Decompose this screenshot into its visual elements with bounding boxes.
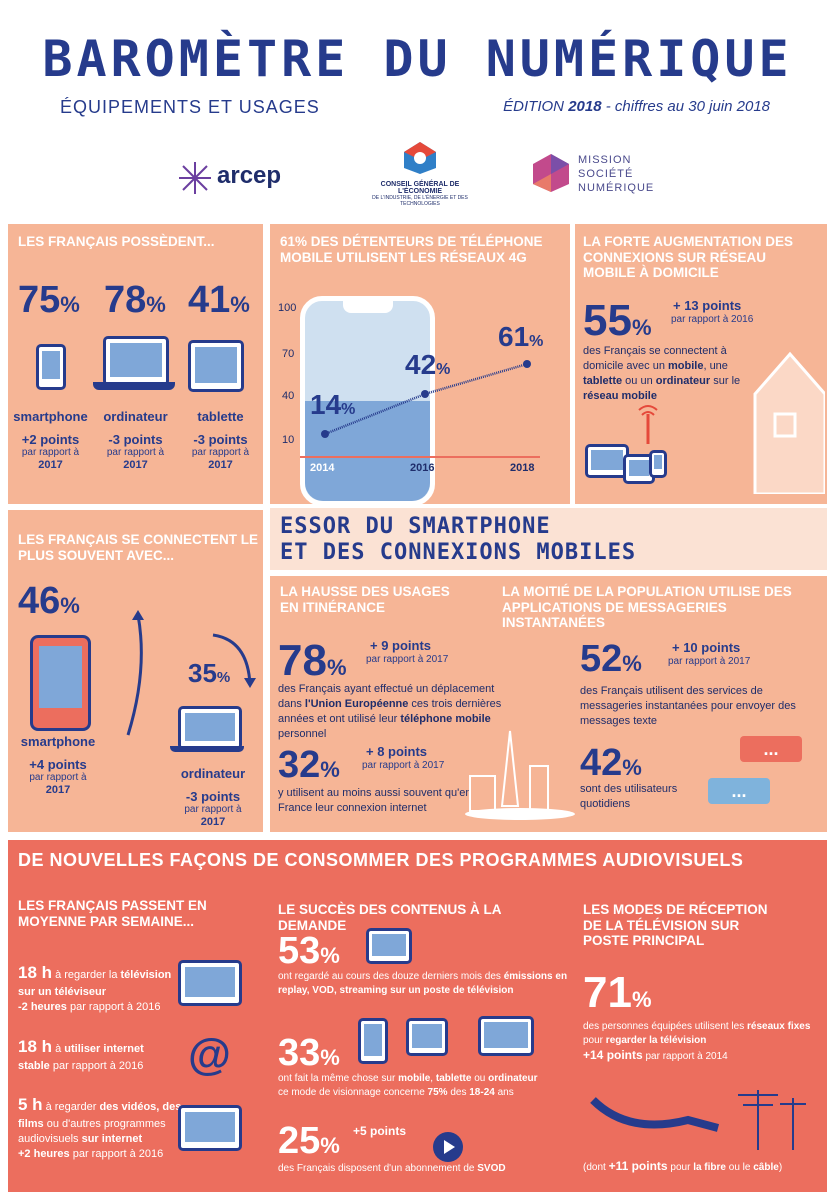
panel-usages: LA HAUSSE DES USAGES EN ITINÉRANCE LA MO…	[270, 576, 827, 832]
city-skyline-icon	[465, 730, 575, 820]
laptop-icon	[103, 336, 169, 386]
msn-logo: MISSION SOCIÉTÉ NUMÉRIQUE	[530, 152, 653, 199]
essor-banner: ESSOR DU SMARTPHONE ET DES CONNEXIONS MO…	[270, 508, 827, 570]
trend-line	[321, 360, 531, 438]
tick-40: 40	[282, 390, 295, 402]
panel-audiovisuel: DE NOUVELLES FAÇONS DE CONSOMMER DES PRO…	[8, 840, 827, 1192]
panel-domicile: LA FORTE AUGMENTATION DES CONNEXIONS SUR…	[575, 224, 827, 504]
stat-messagerie-52: 52%	[580, 638, 642, 680]
smartphone-large-icon	[30, 635, 91, 731]
cge-cube-icon	[404, 142, 436, 174]
point-2018	[523, 360, 531, 368]
msn-hexagon-icon	[533, 154, 569, 192]
stat-messagerie-42: 42%	[580, 742, 642, 784]
phone-illustration	[300, 296, 435, 506]
value-2016: 42%	[405, 349, 451, 380]
stat-connect-ordinateur: 35%	[188, 658, 231, 688]
stat-itinerance-32: 32%	[278, 744, 340, 786]
stat-mobile-33: 33%	[278, 1032, 340, 1074]
video-screen-icon	[178, 1105, 242, 1151]
value-2014: 14%	[310, 389, 356, 420]
audiovisuel-heading: DE NOUVELLES FAÇONS DE CONSOMMER DES PRO…	[18, 850, 744, 870]
tick-10: 10	[282, 434, 295, 446]
arrow-down-icon	[212, 633, 256, 688]
possedent-ordinateur: ordinateur -3 points par rapport à 2017	[103, 409, 168, 471]
laptop-play-icon	[478, 1016, 534, 1056]
tablet-play-icon	[406, 1018, 448, 1056]
cable-antenna-icon	[590, 1090, 806, 1150]
semaine-tv: 18 h à regarder la télévision sur un tél…	[18, 963, 172, 1013]
stat-itinerance-78: 78%	[278, 636, 347, 685]
reception-text: des personnes équipées utilisent les rés…	[583, 1021, 811, 1062]
stat-smartphone-owned: 75%	[18, 279, 80, 321]
page-subtitle: ÉQUIPEMENTS ET USAGES	[60, 97, 320, 117]
replay-text: ont regardé au cours des douze derniers …	[278, 971, 568, 996]
possedent-tablette: tablette -3 points par rapport à 2017	[191, 409, 250, 471]
tv-small-icon	[366, 928, 412, 964]
arcep-logo: arcep	[175, 160, 281, 201]
arrow-up-icon	[126, 610, 144, 736]
itinerance-text-2: y utilisent au moins aussi souvent qu'en…	[278, 787, 472, 814]
panel-4g: 61% DES DÉTENTEURS DE TÉLÉPHONE MOBILE U…	[270, 224, 570, 506]
mobile-text: ont fait la même chose sur mobile, table…	[278, 1073, 538, 1098]
semaine-internet: 18 h à utiliser internet stable par rappo…	[18, 1037, 144, 1072]
reception-fibre: (dont +11 points pour la fibre ou le câb…	[583, 1159, 783, 1173]
edition-info: ÉDITION 2018 - chiffres au 30 juin 2018	[503, 98, 770, 115]
page-title: BAROMÈTRE DU NUMÉRIQUE	[42, 30, 793, 88]
tick-70: 70	[282, 348, 295, 360]
connect-smartphone-info: smartphone +4 points par rapport à 2017	[20, 734, 96, 796]
year-2016: 2016	[410, 462, 435, 474]
point-2014	[321, 430, 329, 438]
stat-svod-25: 25%	[278, 1120, 340, 1162]
chat-bubble-red-icon: ...	[740, 736, 802, 762]
year-2014: 2014	[310, 462, 335, 474]
at-sign-icon: @	[188, 1030, 231, 1079]
chat-bubble-blue-icon: ...	[708, 778, 770, 804]
phone-small-icon	[649, 450, 667, 478]
house-icon	[753, 351, 825, 494]
possedent-smartphone: smartphone +2 points par rapport à 2017	[13, 409, 88, 471]
stat-tablette-owned: 41%	[188, 279, 250, 321]
panel-connectent: LES FRANÇAIS SE CONNECTENT LE PLUS SOUVE…	[8, 510, 263, 832]
play-icon	[433, 1132, 463, 1162]
arcep-star-icon	[179, 162, 211, 194]
stat-reception-71: 71%	[583, 968, 652, 1017]
antenna-icon	[638, 405, 658, 444]
domicile-text: des Français se connectent à domicile av…	[583, 345, 741, 402]
cge-logo: CONSEIL GÉNÉRAL DE L'ÉCONOMIE DE L'INDUS…	[360, 140, 480, 207]
x-axis	[300, 456, 540, 458]
mobile-play-icon	[358, 1018, 388, 1064]
stat-replay-53: 53%	[278, 930, 340, 972]
connect-ordinateur-info: ordinateur -3 points par rapport à 2017	[180, 766, 246, 828]
stat-domicile: 55%	[583, 296, 652, 345]
tablet-icon	[188, 340, 244, 392]
itinerance-text-1: des Français ayant effectué un déplaceme…	[278, 683, 502, 740]
value-2018: 61%	[498, 321, 544, 352]
point-2016	[421, 390, 429, 398]
smartphone-icon	[36, 344, 66, 390]
stat-connect-smartphone: 46%	[18, 580, 80, 622]
tv-icon	[178, 960, 242, 1006]
semaine-videos: 5 h à regarder des vidéos, des films ou …	[18, 1095, 182, 1160]
messagerie-text-1: des Français utilisent des services de m…	[580, 685, 796, 727]
messagerie-text-2: sont des utilisateurs quotidiens	[580, 783, 678, 810]
tick-100: 100	[278, 302, 297, 314]
laptop-base	[93, 382, 175, 390]
panel-possedent: LES FRANÇAIS POSSÈDENT... 75% 78% 41% sm…	[8, 224, 263, 504]
svod-text: des Français disposent d'un abonnement d…	[278, 1163, 506, 1174]
stat-ordinateur-owned: 78%	[104, 279, 166, 321]
year-2018: 2018	[510, 462, 535, 474]
laptop-small-icon	[178, 706, 242, 750]
